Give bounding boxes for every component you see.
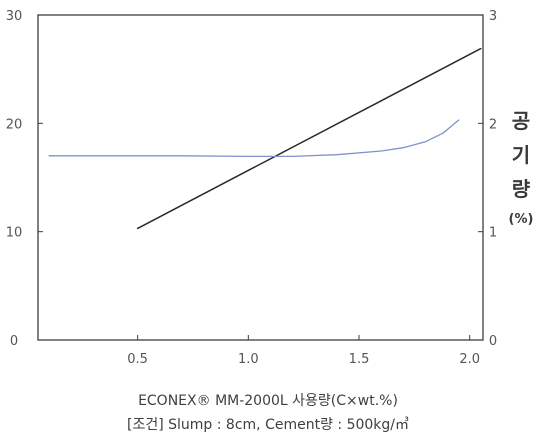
right-axis-title-char: 기	[512, 143, 530, 167]
y-left-tick-label: 10	[6, 226, 23, 241]
x-tick-label: 0.5	[127, 352, 148, 367]
y-left-tick-label: 30	[6, 9, 23, 24]
x-tick-label: 2.0	[459, 352, 480, 367]
x-tick-label: 1.5	[349, 352, 370, 367]
y-right-tick-label: 2	[489, 117, 497, 132]
x-axis-title: ECONEX® MM-2000L 사용량(C×wt.%)	[138, 393, 398, 409]
y-right-tick-label: 3	[489, 9, 497, 24]
right-axis-unit: (%)	[509, 212, 534, 227]
series-line-1	[136, 47, 482, 230]
right-axis-title-char: 량	[512, 177, 531, 201]
y-left-tick-label: 0	[10, 334, 18, 349]
y-right-tick-label: 0	[489, 334, 497, 349]
y-right-tick-label: 1	[489, 226, 497, 241]
series-line-2	[48, 119, 460, 158]
right-axis-title-char: 공	[512, 109, 530, 133]
test-condition-caption: [조건] Slump : 8cm, Cement량 : 500kg/㎥	[127, 417, 409, 433]
plot-frame	[37, 14, 484, 341]
x-tick-label: 1.0	[238, 352, 259, 367]
y-left-tick-label: 20	[6, 117, 23, 132]
